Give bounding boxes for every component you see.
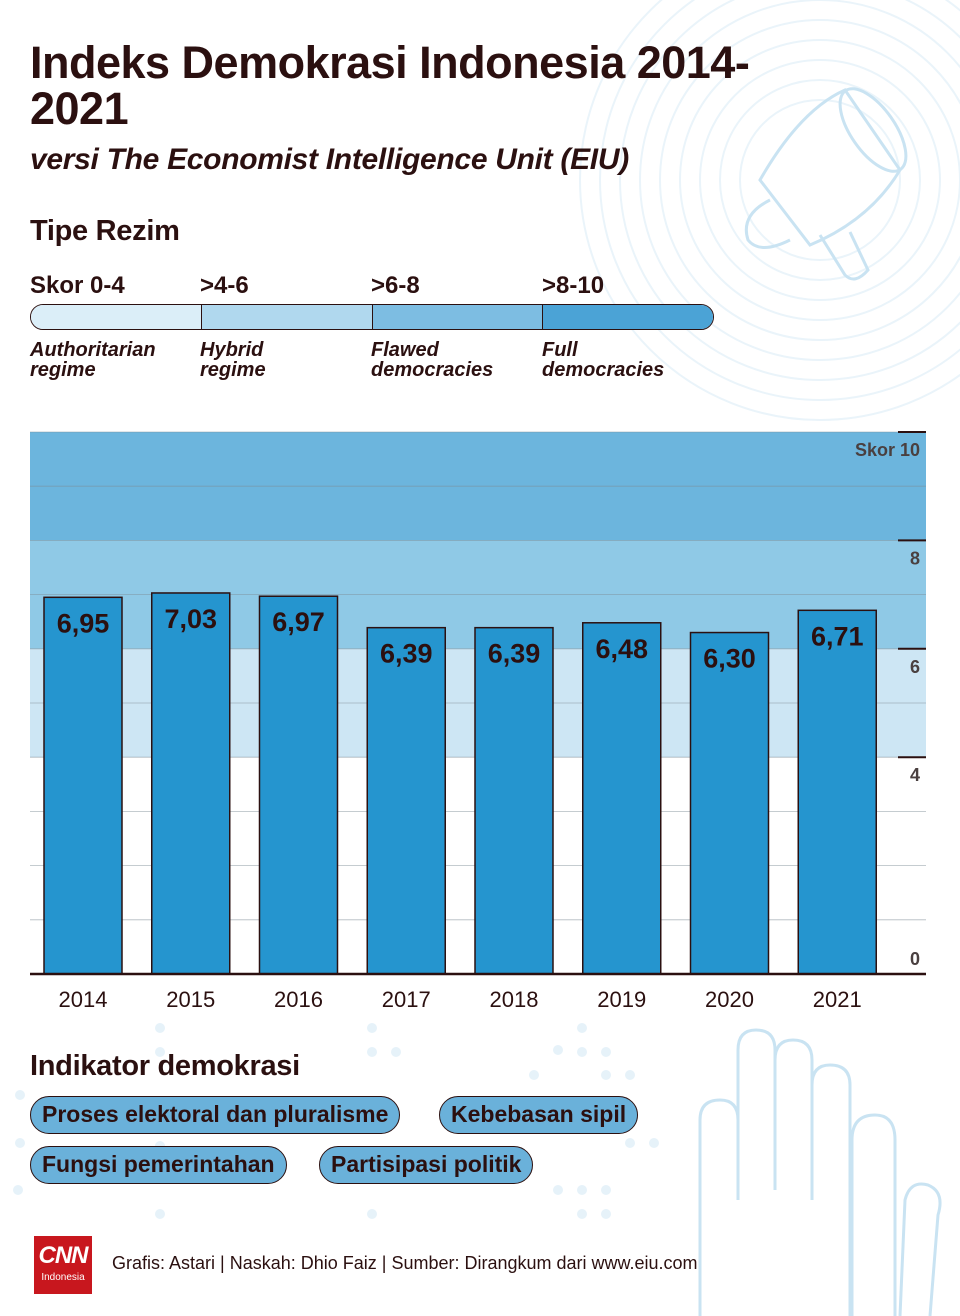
regime-name-line: regime [200, 359, 266, 381]
chart-subtitle: versi The Economist Intelligence Unit (E… [30, 143, 629, 176]
bar [797, 609, 877, 975]
bar-value-label: 6,39 [380, 639, 433, 669]
x-tick-label: 2020 [705, 987, 754, 1012]
chart-title: Indeks Demokrasi Indonesia 2014-2021 [30, 37, 750, 134]
x-tick-label: 2018 [490, 987, 539, 1012]
bar [366, 626, 446, 975]
regime-name-line: Flawed [371, 339, 439, 361]
bar-value-label: 6,71 [811, 621, 864, 651]
bar [43, 596, 123, 975]
x-tick-label: 2015 [166, 987, 215, 1012]
x-tick-label: 2019 [597, 987, 646, 1012]
y-tick-label: 4 [910, 765, 920, 785]
regime-name-line: Hybrid [200, 339, 264, 361]
bar-value-label: 6,39 [488, 639, 541, 669]
logo-main-text: CNN [38, 1242, 89, 1269]
bar [258, 595, 339, 975]
regime-name-flawed: Flawed democracies [371, 340, 493, 380]
regime-segment-hybrid [201, 305, 373, 329]
logo-sub-text: Indonesia [41, 1272, 85, 1283]
regime-name-hybrid: Hybrid regime [200, 340, 266, 380]
regime-name-full: Full democracies [542, 340, 664, 380]
footer-credits: Grafis: Astari | Naskah: Dhio Faiz | Sum… [112, 1253, 698, 1273]
indicators-heading: Indikator demokrasi [30, 1050, 300, 1082]
indicator-pill: Proses elektoral dan pluralisme [30, 1096, 401, 1134]
y-tick-label: 6 [910, 657, 920, 677]
regime-range-full: >8-10 [542, 272, 605, 299]
regime-name-line: Authoritarian [30, 339, 156, 361]
regime-name-line: regime [30, 359, 96, 381]
regime-scale-bar [30, 304, 714, 330]
y-tick-label: 8 [910, 548, 920, 568]
y-tick-label: 0 [910, 949, 920, 969]
x-tick-label: 2014 [59, 987, 108, 1012]
bar-value-label: 6,97 [272, 607, 325, 637]
indicator-pill: Kebebasan sipil [439, 1096, 639, 1134]
indicator-pill: Fungsi pemerintahan [30, 1146, 287, 1184]
regime-segment-authoritarian [31, 305, 202, 329]
regime-range-flawed: >6-8 [371, 272, 420, 299]
y-tick-label: Skor 10 [855, 440, 920, 460]
regime-segment-flawed [372, 305, 544, 329]
bar [474, 626, 554, 975]
regime-heading: Tipe Rezim [30, 215, 180, 247]
regime-range-hybrid: >4-6 [200, 272, 249, 299]
x-tick-label: 2017 [382, 987, 431, 1012]
bar [151, 592, 231, 975]
regime-segment-full [543, 305, 713, 329]
x-tick-label: 2016 [274, 987, 323, 1012]
cnn-indonesia-logo: CNN Indonesia [34, 1236, 92, 1294]
regime-name-line: democracies [542, 359, 665, 381]
x-tick-label: 2021 [813, 987, 862, 1012]
regime-range-authoritarian: Skor 0-4 [30, 272, 125, 299]
regime-name-line: Full [542, 339, 578, 361]
regime-name-line: democracies [371, 359, 494, 381]
bar [582, 622, 662, 975]
bar [689, 631, 770, 975]
bar-value-label: 6,48 [595, 634, 648, 664]
regime-name-authoritarian: Authoritarian regime [30, 340, 156, 380]
bar-value-label: 6,30 [703, 644, 756, 674]
bar-value-label: 7,03 [164, 604, 217, 634]
bar-value-label: 6,95 [57, 608, 110, 638]
indicator-pill: Partisipasi politik [319, 1146, 534, 1184]
